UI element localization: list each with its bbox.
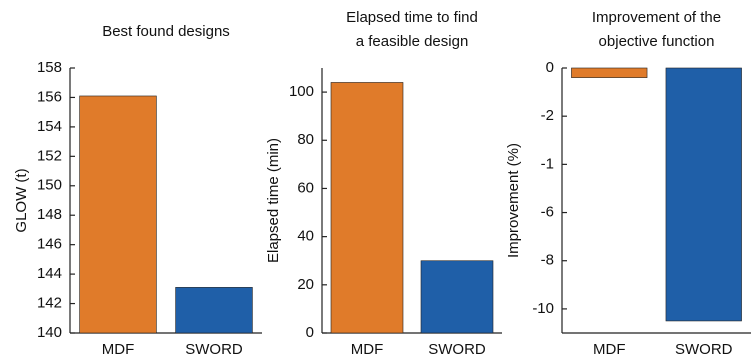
y-tick-label: 156: [37, 88, 62, 105]
bar: [79, 95, 157, 334]
y-tick-label: 150: [37, 177, 62, 194]
chart-title: Elapsed time to find: [346, 9, 478, 26]
y-tick-label: 152: [37, 147, 62, 164]
y-tick-label: 20: [297, 276, 314, 293]
chart-title: Improvement of the: [592, 9, 721, 26]
y-tick-label: 148: [37, 206, 62, 223]
y-tick-label: 140: [37, 324, 62, 341]
y-tick-label: 100: [289, 83, 314, 100]
y-tick-label: 142: [37, 295, 62, 312]
y-tick-label: 154: [37, 118, 62, 135]
bar: [665, 67, 742, 322]
y-axis-label: Improvement (%): [505, 143, 522, 258]
y-tick-label: 144: [37, 265, 62, 282]
y-tick-label: 0: [546, 59, 554, 76]
y-tick-label: -8: [541, 252, 554, 269]
x-tick-label: SWORD: [428, 341, 486, 358]
y-tick-label: 40: [297, 228, 314, 245]
bar: [420, 260, 494, 334]
x-tick-label: MDF: [351, 341, 384, 358]
y-tick-label: 0: [306, 324, 314, 341]
y-axis-label: Elapsed time (min): [265, 138, 282, 263]
chart-title: objective function: [599, 33, 715, 50]
y-tick-label: -10: [532, 300, 554, 317]
y-tick-label: 80: [297, 131, 314, 148]
y-tick-label: 158: [37, 59, 62, 76]
bar: [330, 82, 404, 334]
x-tick-label: SWORD: [675, 341, 733, 358]
y-tick-label: 60: [297, 179, 314, 196]
x-tick-label: MDF: [102, 341, 135, 358]
y-tick-label: -6: [541, 204, 554, 221]
chart-title: Best found designs: [102, 23, 230, 40]
bar: [175, 287, 253, 334]
x-tick-label: SWORD: [185, 341, 243, 358]
y-axis-label: GLOW (t): [13, 168, 30, 232]
y-tick-label: -2: [541, 107, 554, 124]
y-tick-label: 146: [37, 236, 62, 253]
y-tick-label: -1: [541, 155, 554, 172]
bar: [571, 67, 648, 78]
chart-title: a feasible design: [356, 33, 469, 50]
x-tick-label: MDF: [593, 341, 626, 358]
